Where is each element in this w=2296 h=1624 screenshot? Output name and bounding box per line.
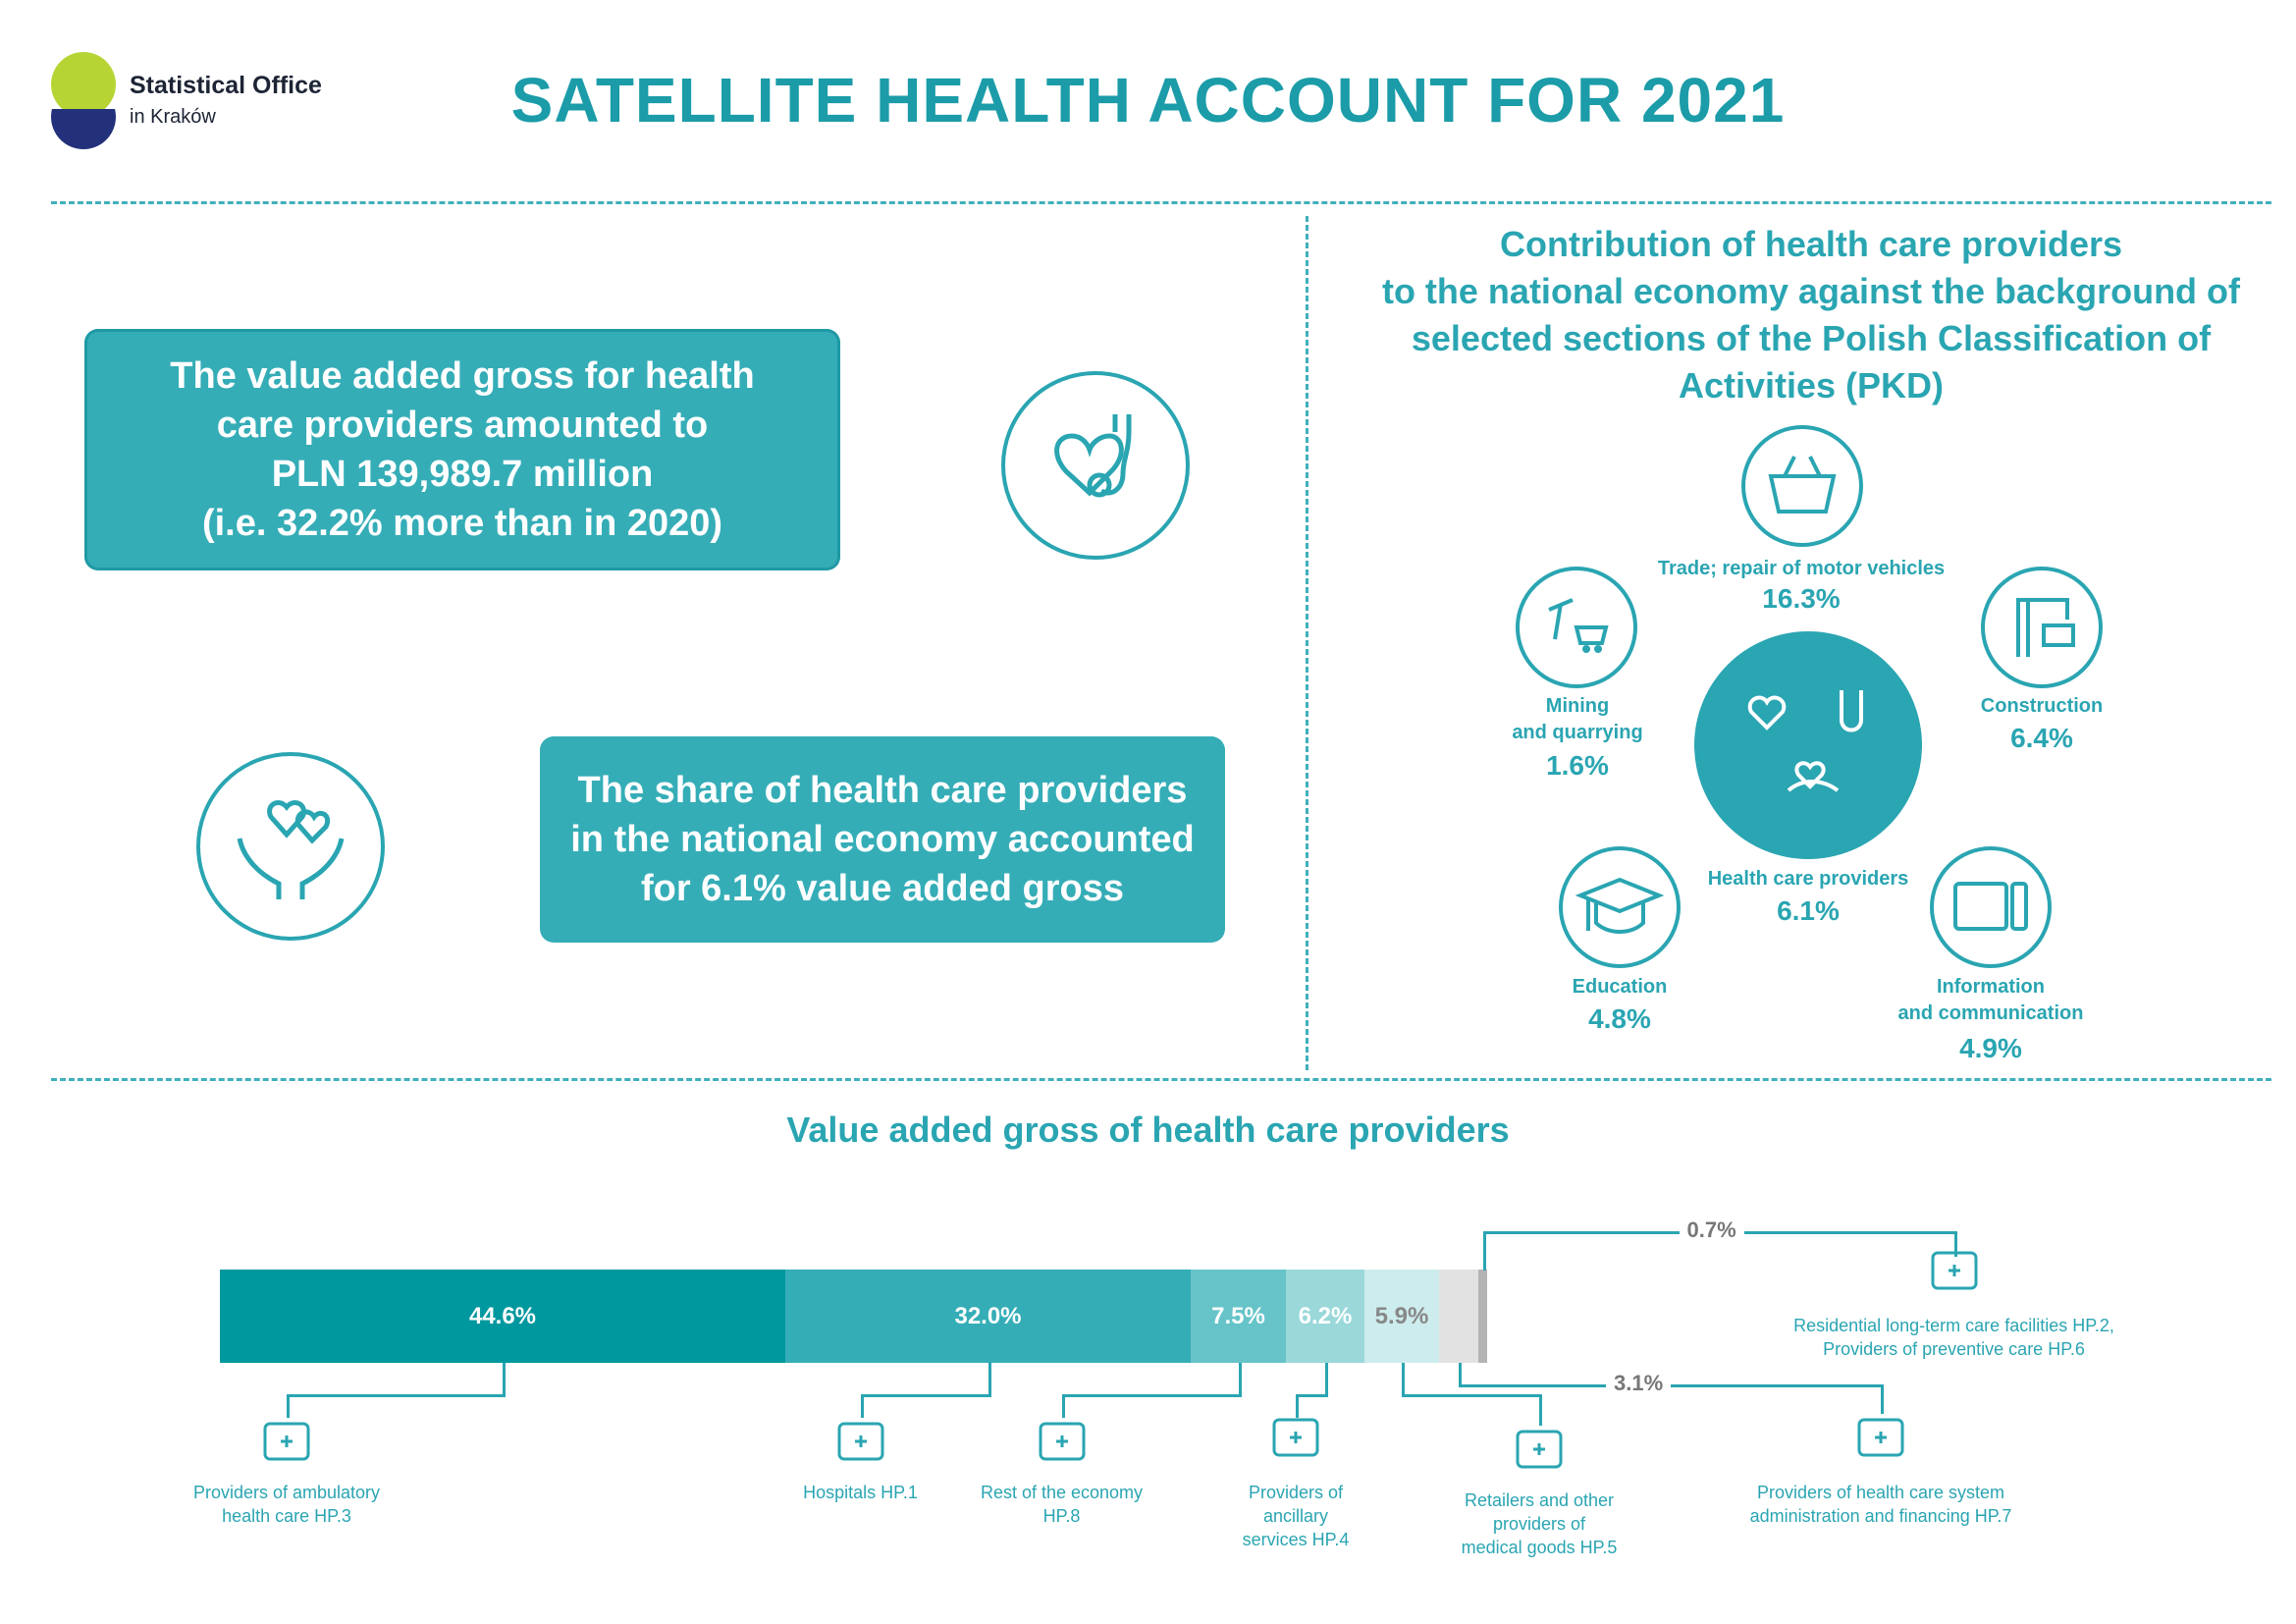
health-label: Health care providers	[1707, 868, 1909, 890]
org-sub: in Kraków	[130, 106, 216, 128]
health-icons	[1694, 631, 1922, 859]
leader-v-1	[988, 1363, 991, 1396]
microscope-icon	[1266, 1410, 1325, 1465]
category-label-6: Residential long-term care facilities HP…	[1793, 1316, 2114, 1359]
information-label: Information and communication	[1897, 976, 2084, 1024]
divider-top	[51, 201, 2271, 204]
chart-title: Value added gross of health care provide…	[786, 1110, 1510, 1150]
leader-v-3	[1325, 1363, 1328, 1396]
page-title: SATELLITE HEALTH ACCOUNT FOR 2021	[510, 65, 1786, 135]
value-label-6: 0.7%	[1679, 1218, 1744, 1243]
construction-label: Construction	[1980, 695, 2104, 717]
bar-segment-0: 44.6%	[220, 1270, 785, 1363]
leader-v2-5	[1881, 1384, 1884, 1414]
logo-circle-top	[51, 52, 116, 117]
syringe-tubes-icon	[1925, 1243, 1984, 1298]
leader-h-3	[1296, 1394, 1328, 1397]
trade-value: 16.3%	[1762, 583, 1841, 614]
share-box: The share of health care providers in th…	[540, 736, 1225, 943]
bar-segment-4: 5.9%	[1364, 1270, 1439, 1363]
leader-v2-6	[1953, 1231, 1957, 1257]
leader-v2-2	[1061, 1394, 1065, 1418]
stethoscope-heart-icon	[1001, 371, 1190, 560]
leader-v2-4	[1539, 1394, 1542, 1426]
mining-label: Mining and quarrying	[1512, 695, 1643, 743]
bar-segment-1: 32.0%	[785, 1270, 1191, 1363]
divider-middle	[51, 1078, 2271, 1081]
bar-label-3: 6.2%	[1298, 1302, 1353, 1329]
contribution-title: Contribution of health care providers to…	[1381, 224, 2241, 406]
pills-icon	[1510, 1422, 1569, 1477]
bar-segment-3: 6.2%	[1286, 1270, 1364, 1363]
mining-cart-icon	[1516, 567, 1637, 688]
graduation-cap-icon	[1559, 846, 1681, 968]
category-label-5: Providers of health care system administ…	[1749, 1483, 2012, 1526]
trade-label: Trade; repair of motor vehicles	[1657, 558, 1946, 579]
education-label: Education	[1572, 976, 1668, 998]
education-value: 4.8%	[1588, 1003, 1651, 1034]
ambulance-icon	[257, 1414, 316, 1469]
leader-h-0	[287, 1394, 506, 1397]
leader-h-1	[860, 1394, 991, 1397]
bar-label-0: 44.6%	[468, 1302, 537, 1329]
tablet-remote-icon	[1930, 846, 2052, 968]
bar-label-1: 32.0%	[954, 1302, 1022, 1329]
value-added-box: The value added gross for health care pr…	[84, 329, 840, 570]
leader-v2-0	[287, 1394, 290, 1418]
leader-v-0	[503, 1363, 506, 1396]
leader-v-2	[1238, 1363, 1242, 1396]
bar-label-2: 7.5%	[1211, 1302, 1265, 1329]
bar-label-4: 5.9%	[1374, 1302, 1429, 1329]
leader-v2-1	[860, 1394, 864, 1418]
bar-segment-6	[1478, 1270, 1487, 1363]
divider-vertical	[1306, 216, 1308, 1070]
category-label-3: Providers of ancillary services HP.4	[1242, 1483, 1350, 1549]
crane-icon	[1981, 567, 2103, 688]
information-value: 4.9%	[1959, 1033, 2022, 1063]
leader-h-4	[1402, 1394, 1539, 1397]
leader-h-2	[1061, 1394, 1242, 1397]
hospital-icon	[831, 1414, 890, 1469]
leader-v-4	[1402, 1363, 1405, 1396]
value-added-text: The value added gross for health care pr…	[170, 355, 755, 544]
leader-v2-3	[1296, 1394, 1299, 1418]
share-text: The share of health care providers in th…	[570, 770, 1195, 909]
leader-v-5	[1459, 1363, 1462, 1386]
org-name: Statistical Office	[130, 72, 322, 99]
category-label-2: Rest of the economy HP.8	[980, 1483, 1144, 1526]
leader-v-6	[1482, 1231, 1486, 1271]
bed-icon	[1033, 1414, 1092, 1469]
value-label-5: 3.1%	[1606, 1371, 1672, 1396]
category-label-1: Hospitals HP.1	[803, 1483, 918, 1502]
bar-segment-5	[1439, 1270, 1478, 1363]
bar-segment-2: 7.5%	[1191, 1270, 1286, 1363]
doctor-icon	[1851, 1410, 1910, 1465]
category-label-4: Retailers and other providers of medical…	[1461, 1490, 1618, 1557]
health-value: 6.1%	[1777, 895, 1840, 926]
mining-value: 1.6%	[1546, 750, 1609, 781]
category-label-0: Providers of ambulatory health care HP.3	[192, 1483, 381, 1526]
heart-hands-icon	[196, 752, 385, 941]
construction-value: 6.4%	[2010, 723, 2073, 753]
shopping-basket-icon	[1741, 425, 1863, 547]
